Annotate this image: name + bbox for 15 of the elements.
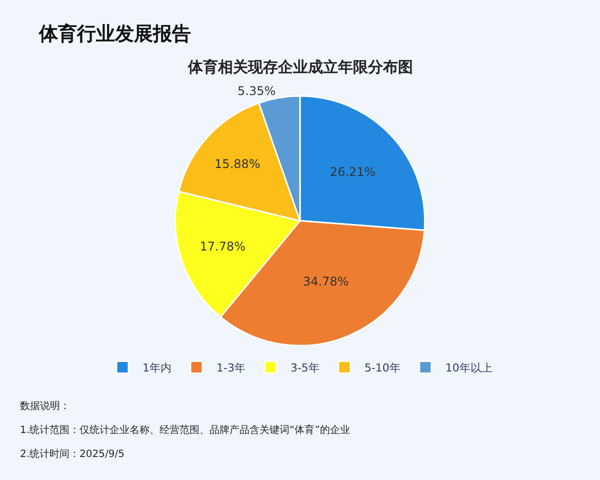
legend-label: 1-3年: [216, 361, 246, 374]
legend-label: 3-5年: [290, 361, 320, 374]
legend-label: 10年以上: [445, 361, 492, 374]
data-label: 34.78%: [302, 274, 349, 289]
data-label: 5.35%: [238, 84, 276, 98]
chart-title: 体育行业发展报告: [38, 23, 191, 45]
legend-label: 5-10年: [364, 361, 400, 374]
text: 数据说明：: [20, 400, 70, 412]
chart-subtitle: 体育相关现存企业成立年限分布图: [187, 58, 413, 76]
legend-label: 1年内: [142, 361, 172, 374]
text: 1.统计范围：仅统计企业名称、经营范围、品牌产品含关键词“体育”的企业: [20, 424, 350, 436]
text: 2.统计时间：2025/9/5: [20, 448, 124, 460]
data-label: 26.21%: [330, 164, 376, 179]
data-label: 15.88%: [214, 157, 260, 172]
data-label: 17.78%: [200, 240, 246, 254]
